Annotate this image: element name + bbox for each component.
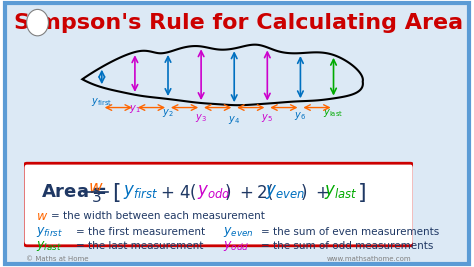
Text: $\mathit{y}_{\mathit{last}}$: $\mathit{y}_{\mathit{last}}$ [324,183,357,202]
Text: $\mathit{w}$: $\mathit{w}$ [36,210,48,223]
Text: = the width between each measurement: = the width between each measurement [51,211,265,221]
Text: $\mathit{y}_{\mathit{even}}$: $\mathit{y}_{\mathit{even}}$ [265,183,305,202]
Text: $y_{\rm last}$: $y_{\rm last}$ [323,107,344,119]
Text: MATHS: MATHS [28,17,47,22]
Text: = the sum of even measurements: = the sum of even measurements [262,227,440,237]
Text: $y_1$: $y_1$ [129,103,141,115]
Text: $y_6$: $y_6$ [294,110,306,122]
Text: $\mathbf{Area = }$: $\mathbf{Area = }$ [41,183,107,202]
Text: $) \ +2($: $) \ +2($ [225,182,274,202]
Text: = the first measurement: = the first measurement [76,227,206,237]
Text: $+ \ 4($: $+ \ 4($ [160,182,197,202]
Text: $\mathit{y}_{\mathit{odd}}$: $\mathit{y}_{\mathit{odd}}$ [222,239,249,253]
Text: $]$: $]$ [357,181,365,204]
Text: $y_2$: $y_2$ [162,107,174,119]
Text: $\mathit{y}_{\mathit{first}}$: $\mathit{y}_{\mathit{first}}$ [36,225,63,239]
Text: $y_{\rm first}$: $y_{\rm first}$ [91,96,112,108]
Text: $\mathit{y}_{\mathit{last}}$: $\mathit{y}_{\mathit{last}}$ [36,239,61,253]
Text: www.mathsathome.com: www.mathsathome.com [327,256,411,262]
Text: $\mathit{w}$: $\mathit{w}$ [88,179,104,197]
Text: $\mathit{y}_{\mathit{even}}$: $\mathit{y}_{\mathit{even}}$ [222,225,253,239]
FancyBboxPatch shape [23,163,414,246]
Circle shape [27,9,48,36]
Text: $\mathit{y}_{\mathit{first}}$: $\mathit{y}_{\mathit{first}}$ [123,183,159,202]
Text: $3$: $3$ [91,189,101,205]
Text: Simpson's Rule for Calculating Area: Simpson's Rule for Calculating Area [14,13,463,33]
Text: $\mathit{y}_{\mathit{odd}}$: $\mathit{y}_{\mathit{odd}}$ [197,183,231,202]
Text: $) \ + $: $) \ + $ [301,182,329,202]
Text: = the last measurement: = the last measurement [76,241,204,251]
Text: $y_5$: $y_5$ [262,112,273,124]
Text: © Maths at Home: © Maths at Home [26,256,88,262]
Text: $[$: $[$ [111,181,120,204]
Text: $y_3$: $y_3$ [195,112,207,124]
Text: at home: at home [29,23,46,27]
Text: = the sum of odd measurements: = the sum of odd measurements [262,241,434,251]
Text: $y_4$: $y_4$ [228,113,240,125]
